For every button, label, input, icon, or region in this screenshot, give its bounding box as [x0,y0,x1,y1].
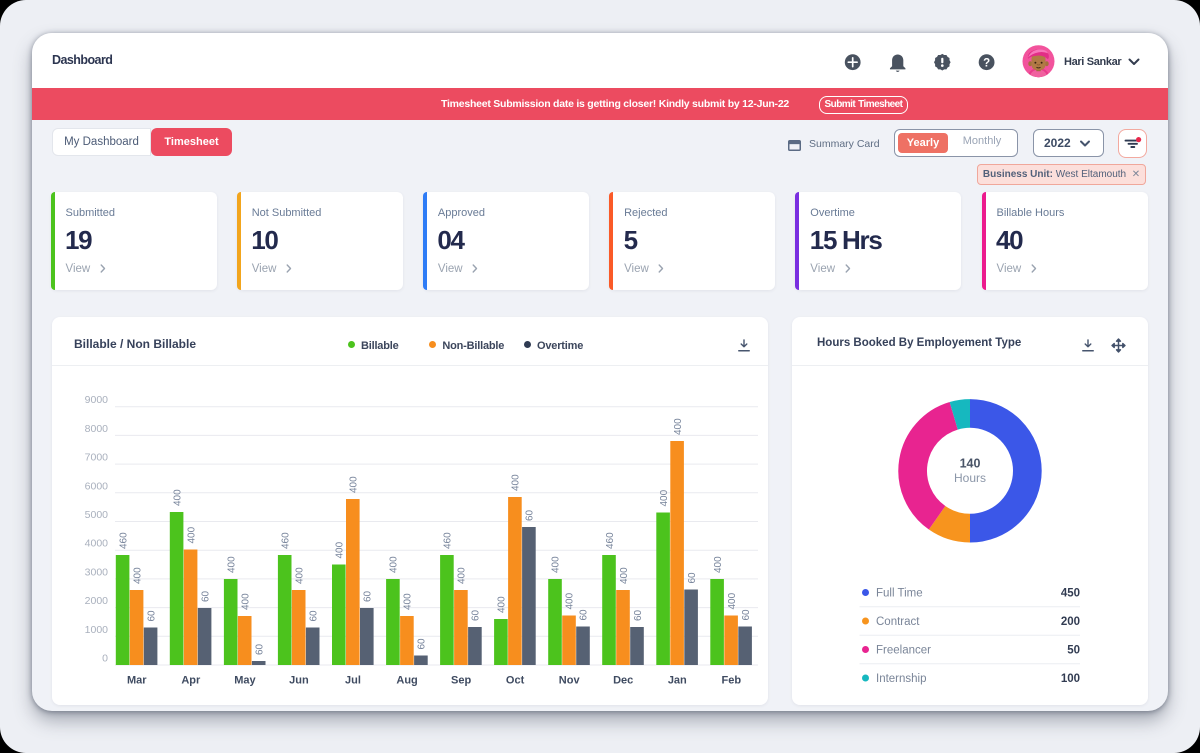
svg-text:Oct: Oct [506,675,525,687]
svg-text:60: 60 [146,610,157,622]
svg-text:60: 60 [308,610,319,622]
svg-text:60: 60 [200,590,211,602]
svg-text:9000: 9000 [85,394,109,406]
svg-text:400: 400 [349,476,360,493]
svg-text:Mar: Mar [127,675,147,687]
svg-text:Sep: Sep [451,675,471,687]
svg-text:400: 400 [713,556,724,573]
svg-text:400: 400 [389,556,400,573]
svg-text:Nov: Nov [559,675,581,687]
svg-text:Feb: Feb [722,675,742,687]
svg-text:Internship: Internship [876,673,927,685]
svg-text:400: 400 [727,592,738,609]
svg-text:400: 400 [511,474,522,491]
svg-text:60: 60 [417,638,428,650]
svg-text:400: 400 [226,556,237,573]
svg-text:Dec: Dec [613,675,633,687]
svg-text:400: 400 [497,596,508,613]
svg-text:Apr: Apr [181,675,201,687]
svg-text:460: 460 [280,532,291,549]
svg-text:60: 60 [633,609,644,621]
svg-text:400: 400 [403,593,414,610]
svg-text:200: 200 [1061,616,1080,628]
svg-text:Full Time: Full Time [876,588,923,600]
svg-text:400: 400 [186,526,197,543]
svg-text:400: 400 [132,567,143,584]
svg-text:450: 450 [1061,588,1080,600]
svg-text:Jan: Jan [668,675,687,687]
svg-text:400: 400 [335,541,346,558]
svg-text:Aug: Aug [396,675,417,687]
svg-text:60: 60 [741,609,752,621]
svg-text:Jun: Jun [289,675,309,687]
svg-text:60: 60 [363,590,374,602]
svg-text:400: 400 [565,592,576,609]
svg-text:400: 400 [457,567,468,584]
svg-text:6000: 6000 [85,480,109,492]
svg-text:400: 400 [172,489,183,506]
svg-text:400: 400 [659,489,670,506]
svg-text:50: 50 [1067,645,1080,657]
svg-text:460: 460 [443,532,454,549]
svg-text:May: May [234,675,256,687]
svg-text:460: 460 [118,532,129,549]
svg-text:Jul: Jul [345,675,361,687]
svg-text:100: 100 [1061,673,1080,685]
svg-text:Contract: Contract [876,616,920,628]
svg-text:60: 60 [525,509,536,521]
svg-text:?: ? [983,57,990,69]
svg-text:400: 400 [294,567,305,584]
svg-text:7000: 7000 [85,452,109,464]
svg-text:8000: 8000 [85,423,109,435]
svg-text:60: 60 [254,643,265,655]
svg-text:0: 0 [102,653,108,665]
svg-text:2000: 2000 [85,595,109,607]
svg-text:60: 60 [471,609,482,621]
svg-text:Hours: Hours [954,471,986,485]
svg-text:3000: 3000 [85,566,109,578]
svg-text:400: 400 [673,418,684,435]
svg-text:60: 60 [687,572,698,584]
svg-text:5000: 5000 [85,509,109,521]
svg-text:400: 400 [551,556,562,573]
svg-text:Freelancer: Freelancer [876,645,931,657]
svg-text:1000: 1000 [85,624,109,636]
svg-text:4000: 4000 [85,538,109,550]
svg-text:400: 400 [240,593,251,610]
svg-text:60: 60 [579,609,590,621]
svg-text:140: 140 [960,457,981,471]
svg-text:400: 400 [619,567,630,584]
svg-text:460: 460 [605,532,616,549]
